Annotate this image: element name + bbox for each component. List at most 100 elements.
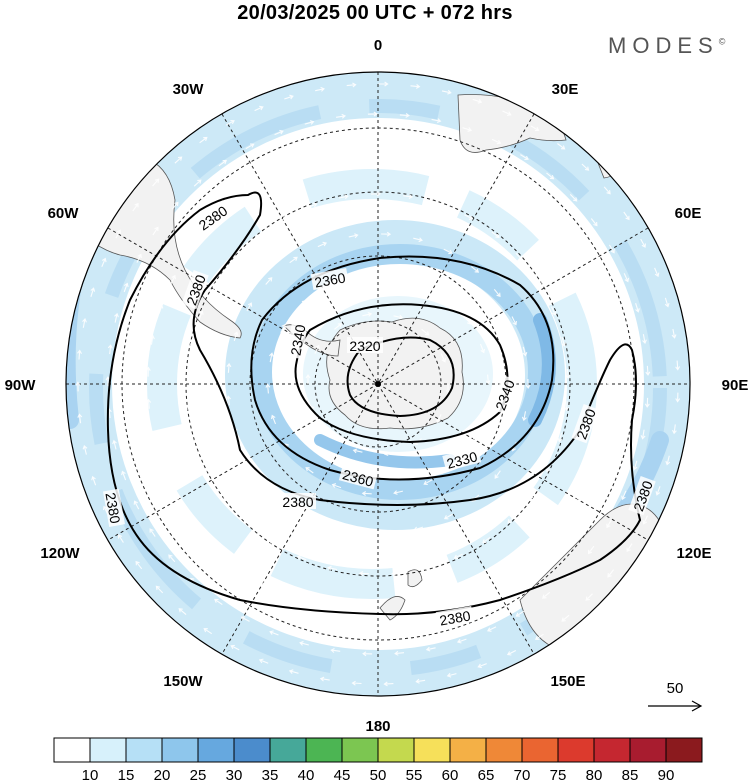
brand-mark: © [718,36,726,47]
wind-arrow [121,470,127,481]
wind-arrow [225,119,235,126]
wind-arrow [414,279,425,285]
wind-arrow [283,169,294,175]
colorbar-label: 60 [442,767,459,782]
lon-label-90w: 90W [5,377,37,394]
wind-arrow [515,610,525,617]
wind-arrow [362,311,373,317]
contour-label-bg [442,446,482,472]
wind-arrow [603,407,609,418]
wind-arrow [235,564,244,571]
wind-arrow [535,278,542,287]
lon-label-30e: 30E [552,81,579,98]
colorbar-swatch [557,737,595,763]
contour-2360 [250,255,555,481]
wind-arrow [394,650,405,656]
latitude-circle [121,127,635,641]
wind-arrow [151,430,156,441]
wind-arrow [472,98,483,104]
wind-arrow [114,312,119,323]
longitude-labels: 0 30E 60E 90E 120E 150E 180 150W 120W 90… [5,37,749,735]
wind-arrow [561,337,567,347]
colorbar-swatch [665,737,703,763]
wind-arrow [642,334,647,344]
wind-arrow [506,650,517,656]
wind-arrow [160,461,166,472]
wind-arrow [494,470,501,479]
wind-arrow [351,680,362,686]
wind-arrow [336,113,346,119]
wind-arrow [586,469,593,479]
colorbar-swatch [629,737,667,763]
colorbar-swatch [197,737,235,763]
colorbar-label: 70 [514,767,531,782]
wind-arrow [233,331,239,342]
pole-marker [375,381,381,387]
colorbar-swatch [485,737,523,763]
wind-arrow [505,569,515,576]
wind-arrow [75,381,81,392]
wind-arrow [557,432,563,443]
wind-arrow [632,460,638,471]
wind-arrow [603,186,611,195]
colorbar-label: 90 [658,767,675,782]
contour-label: 2380 [282,494,313,510]
wind-arrow [367,111,378,117]
wind-arrow [440,162,451,167]
wind-arrow [515,252,523,261]
wind-arrow [607,569,615,578]
map-border [65,71,691,697]
wind-arrow [212,281,218,291]
contour-label: 2360 [313,269,347,290]
wind-arrow [482,536,491,544]
reference-vector-value: 50 [667,680,684,697]
wind-arrow [569,194,578,202]
wind-arrow [415,678,426,684]
inner-band-core [252,244,548,500]
wind-arrow [206,466,213,476]
colorbar-swatch [125,737,163,763]
wind-arrow [672,424,677,435]
wind-arrow [218,159,228,167]
meridian-30e [221,113,535,655]
wind-arrow [171,201,179,210]
wind-arrow [434,202,445,207]
wind-arrow [655,486,661,496]
colorbar-label: 50 [370,767,387,782]
wind-arrow [82,318,87,328]
wind-arrow [77,349,82,360]
wind-arrow [606,519,612,529]
wind-arrow [135,560,143,570]
contour-label: 2320 [349,338,380,354]
colorbar-swatch [449,737,487,763]
wind-arrow [546,172,555,180]
colorbar-label: 55 [406,767,423,782]
wind-arrow [581,163,590,171]
colorbar-swatch [269,737,307,763]
wind-arrow [477,586,487,592]
wind-arrow [561,614,570,622]
wind-arrow [378,81,389,87]
wind-arrow [442,294,451,301]
wind-arrow [644,397,650,408]
wind-arrow [654,267,660,278]
wind-arrow [187,405,192,416]
lon-label-60w: 60W [48,205,80,222]
wind-arrow [413,237,423,243]
contour-label-bg [490,375,518,415]
wind-arrow [230,644,240,651]
wind-arrow [338,194,349,200]
wind-arrow [255,183,265,190]
wind-arrow [621,490,627,501]
meridian-30 [221,113,535,655]
wind-arrow [270,414,277,425]
wind-arrow [168,554,176,563]
wind-arrow [269,630,279,636]
contour-label-bg [435,606,474,629]
lon-label-120e: 120E [676,545,711,562]
wind-arrow [362,651,373,657]
wind-arrow [640,429,646,440]
wind-arrow [117,534,124,543]
wind-arrow [358,571,369,576]
colorbar-swatch [89,737,127,763]
